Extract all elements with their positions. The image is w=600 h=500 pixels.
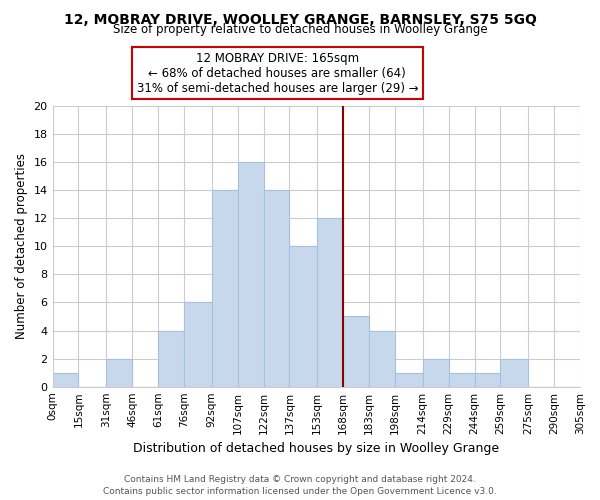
Bar [343,316,369,386]
Bar [289,246,317,386]
Y-axis label: Number of detached properties: Number of detached properties [15,154,28,340]
X-axis label: Distribution of detached houses by size in Woolley Grange: Distribution of detached houses by size … [133,442,499,455]
Bar [158,330,184,386]
Bar [184,302,212,386]
Bar [263,190,289,386]
Bar [53,372,79,386]
Bar [317,218,343,386]
Text: Size of property relative to detached houses in Woolley Grange: Size of property relative to detached ho… [113,22,487,36]
Bar [449,372,475,386]
Bar [475,372,500,386]
Bar [369,330,395,386]
Bar [106,358,132,386]
Text: 12, MOBRAY DRIVE, WOOLLEY GRANGE, BARNSLEY, S75 5GQ: 12, MOBRAY DRIVE, WOOLLEY GRANGE, BARNSL… [64,12,536,26]
Bar [238,162,263,386]
Text: Contains HM Land Registry data © Crown copyright and database right 2024.
Contai: Contains HM Land Registry data © Crown c… [103,474,497,496]
Bar [422,358,449,386]
Text: 12 MOBRAY DRIVE: 165sqm
← 68% of detached houses are smaller (64)
31% of semi-de: 12 MOBRAY DRIVE: 165sqm ← 68% of detache… [137,52,418,94]
Bar [212,190,238,386]
Bar [395,372,422,386]
Bar [500,358,528,386]
